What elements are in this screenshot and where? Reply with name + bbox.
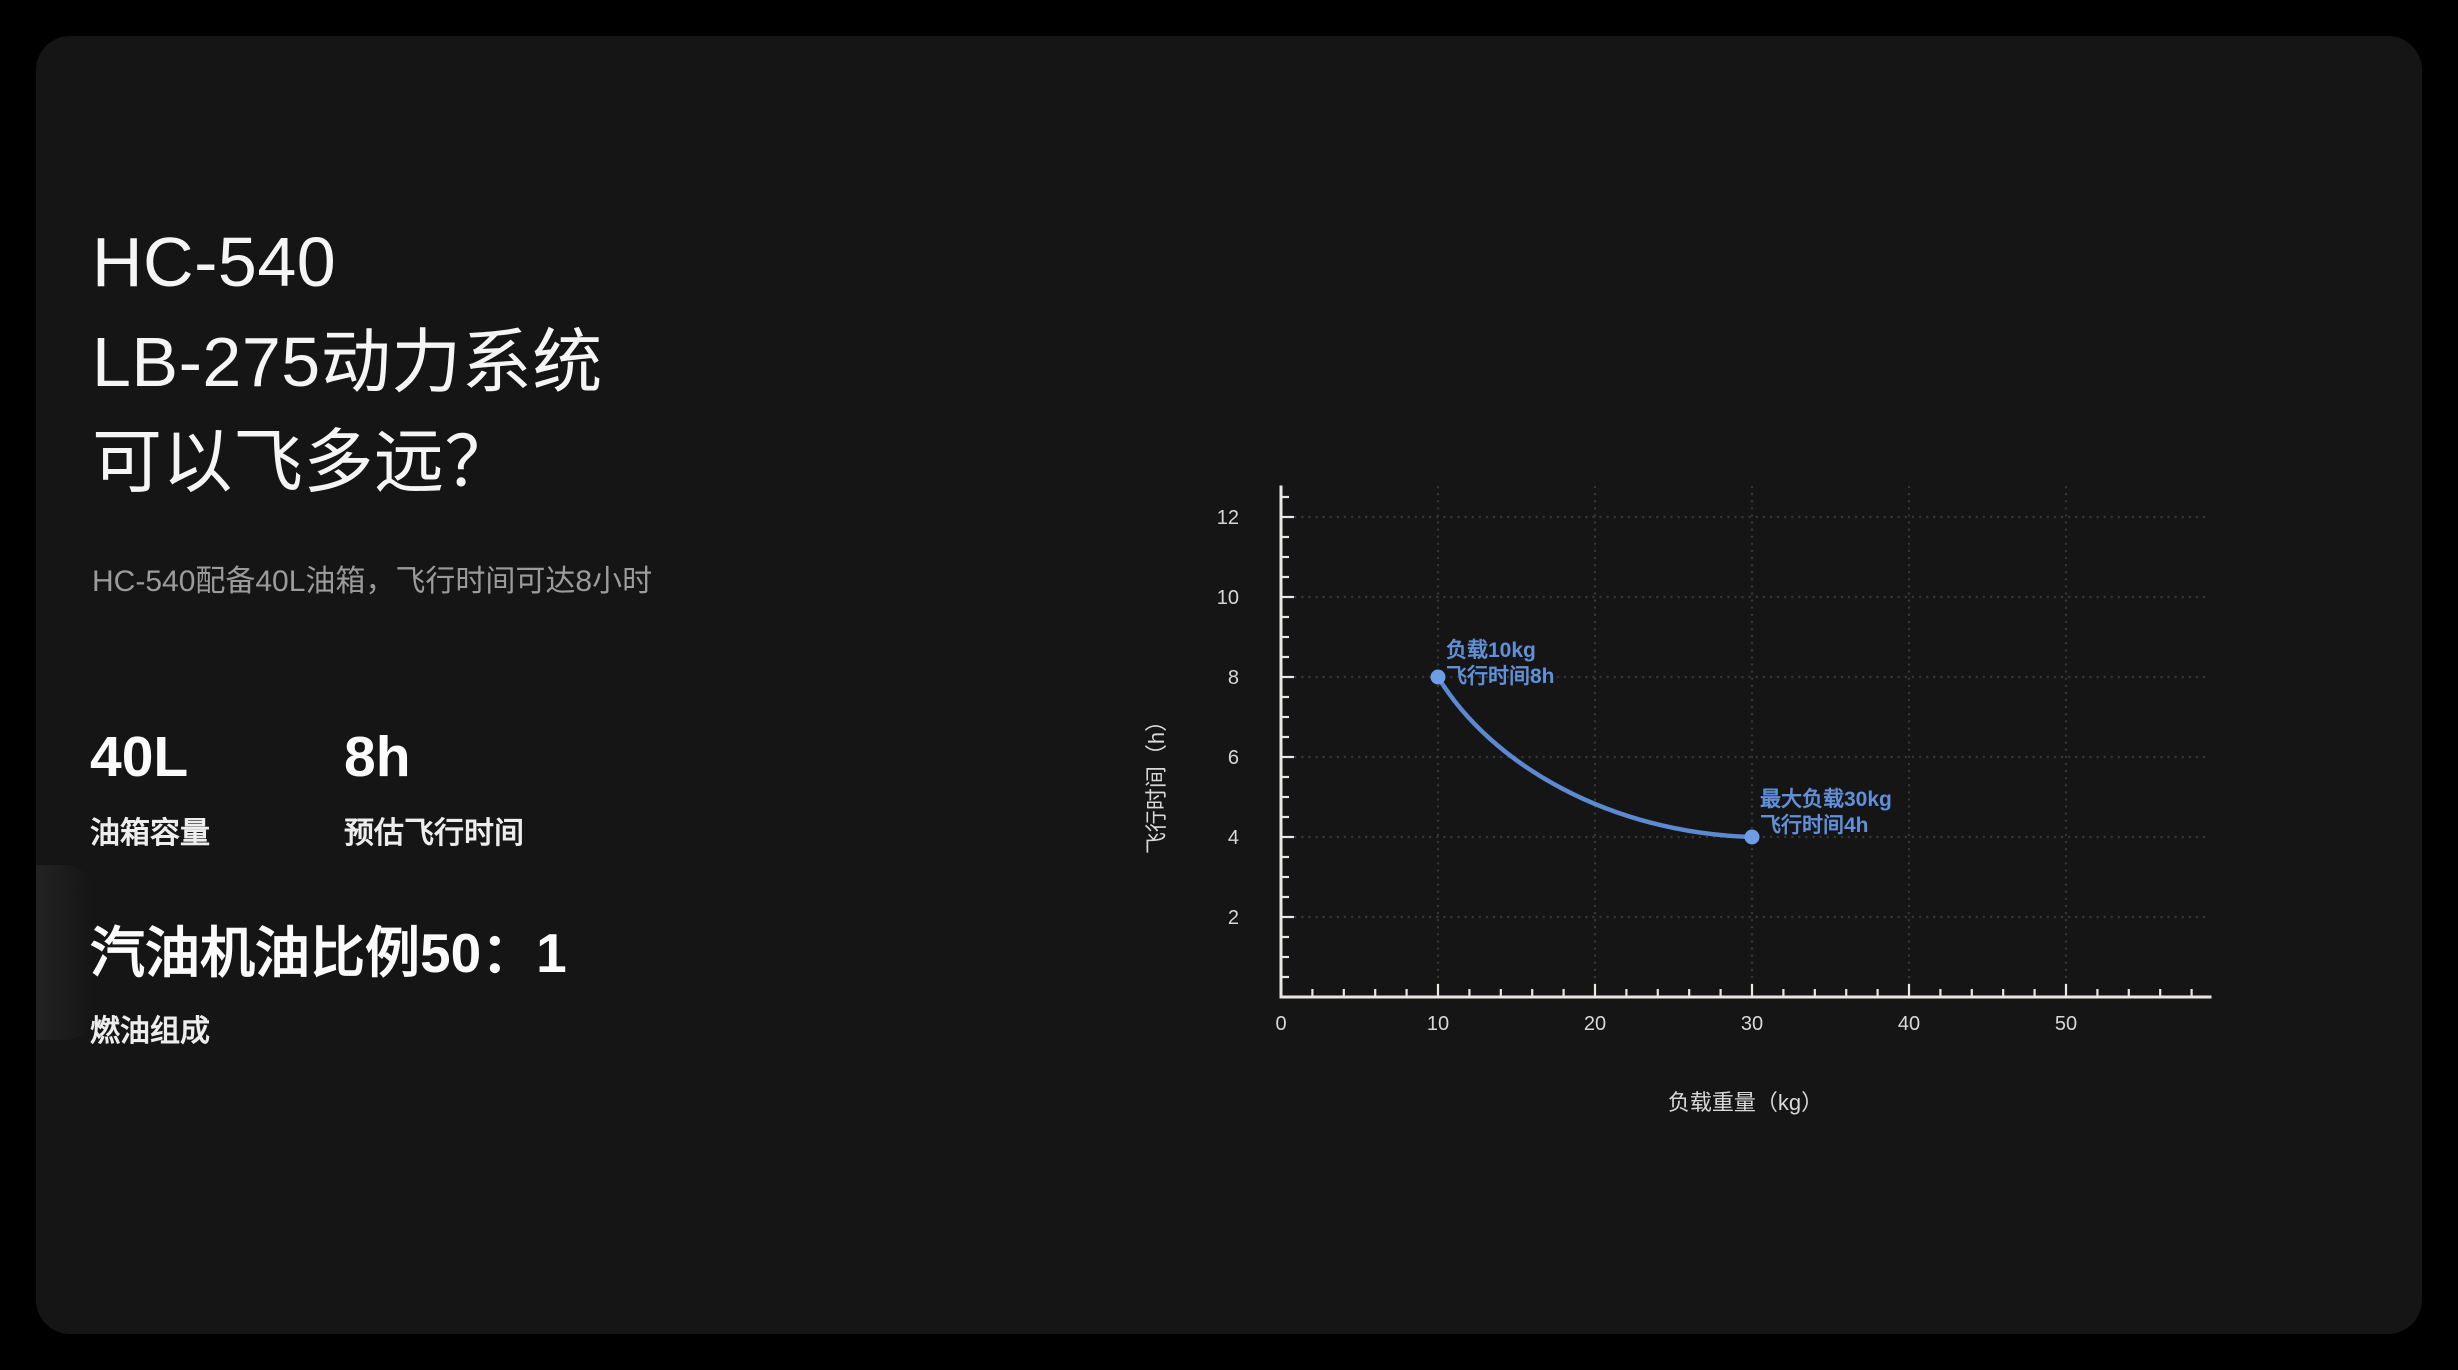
svg-text:10: 10 xyxy=(1217,587,1239,609)
data-point-annotation: 负载10kg 飞行时间8h xyxy=(1446,638,1555,688)
svg-text:飞行时间（h）: 飞行时间（h） xyxy=(1144,710,1169,854)
stat-flight-time: 8h 预估飞行时间 xyxy=(344,727,524,854)
slide-subtitle: HC-540配备40L油箱，飞行时间可达8小时 xyxy=(92,565,653,598)
title-line-model: HC-540 xyxy=(92,223,337,301)
stat-fuel-ratio-label: 燃油组成 xyxy=(90,1015,210,1048)
svg-text:10: 10 xyxy=(1427,1013,1449,1035)
stat-fuel-capacity-value: 40L xyxy=(90,725,189,789)
svg-text:0: 0 xyxy=(1275,1013,1286,1035)
stat-fuel-ratio: 汽油机油比例50：1 燃油组成 xyxy=(90,922,567,1052)
title-line-question: 可以飞多远？ xyxy=(92,423,515,501)
data-point-annotation: 最大负载30kg 飞行时间4h xyxy=(1760,787,1892,837)
svg-text:2: 2 xyxy=(1228,907,1239,929)
stat-fuel-capacity-label: 油箱容量 xyxy=(90,817,210,850)
svg-text:40: 40 xyxy=(1898,1013,1920,1035)
svg-text:6: 6 xyxy=(1228,747,1239,769)
stat-fuel-ratio-value: 汽油机油比例50：1 xyxy=(90,922,567,984)
data-point-marker xyxy=(1744,829,1760,845)
svg-text:8: 8 xyxy=(1228,667,1239,689)
payload-flight-time-chart: 0 10 20 30 40 50 2 4 6 8 10 12 负载重量（kg） 飞行时间（h） 负载10kg… xyxy=(1144,485,2212,1115)
svg-text:4: 4 xyxy=(1228,827,1239,849)
edge-highlight xyxy=(36,865,94,1040)
svg-text:12: 12 xyxy=(1217,507,1239,529)
svg-text:负载重量（kg）: 负载重量（kg） xyxy=(1668,1090,1823,1115)
page-title: HC-540 LB-275动力系统 可以飞多远？ xyxy=(92,212,603,512)
stat-flight-time-value: 8h xyxy=(344,725,411,789)
stat-fuel-capacity: 40L 油箱容量 xyxy=(90,727,210,854)
svg-text:30: 30 xyxy=(1741,1013,1763,1035)
slide: HC-540 LB-275动力系统 可以飞多远？ HC-540配备40L油箱，飞… xyxy=(36,36,2422,1334)
svg-text:50: 50 xyxy=(2055,1013,2077,1035)
stat-flight-time-label: 预估飞行时间 xyxy=(344,817,524,850)
svg-text:20: 20 xyxy=(1584,1013,1606,1035)
data-point-marker xyxy=(1430,669,1446,685)
title-line-system: LB-275动力系统 xyxy=(92,323,603,401)
